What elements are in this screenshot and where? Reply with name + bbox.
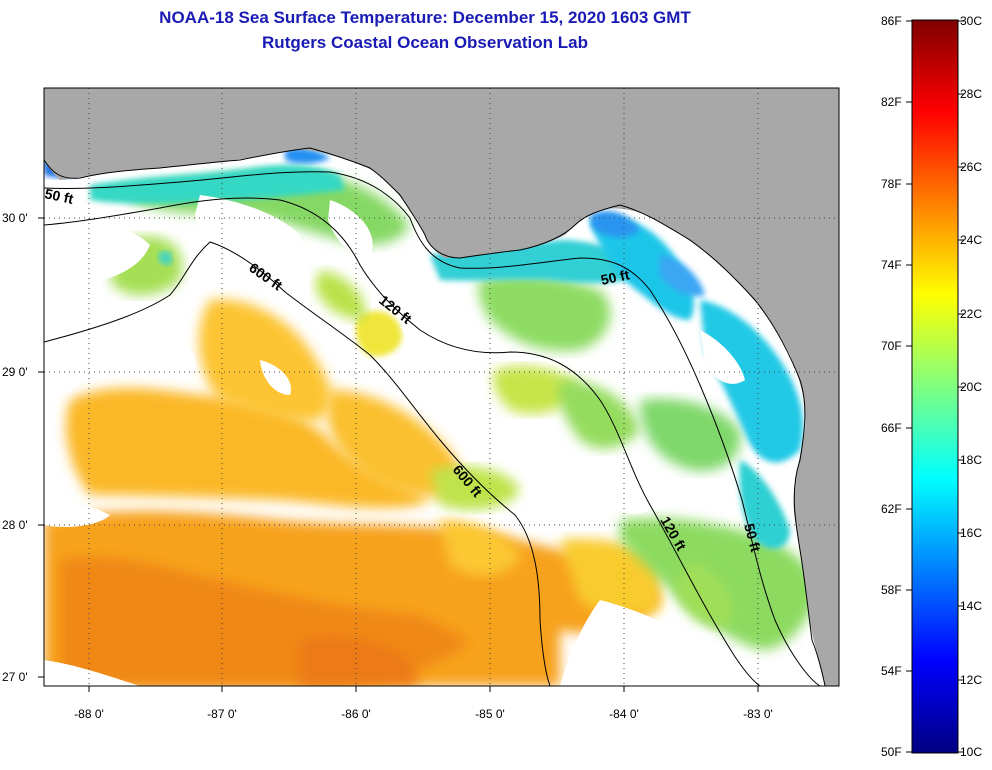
lat-label-28: 28 0' xyxy=(2,518,28,532)
colorbar-f-58: 58F xyxy=(881,583,902,597)
contour-600ft xyxy=(44,241,551,686)
colorbar-c-14: 14C xyxy=(960,599,982,613)
colorbar-f-70: 70F xyxy=(881,339,902,353)
colorbar-f-54: 54F xyxy=(881,664,902,678)
colorbar-c-12: 12C xyxy=(960,673,982,687)
colorbar-c-28: 28C xyxy=(960,87,982,101)
colorbar-c-22: 22C xyxy=(960,307,982,321)
lon-label-84: -84 0' xyxy=(609,707,639,721)
map-plot-area: 50 ft 600 ft 120 ft 50 ft 600 ft 120 ft … xyxy=(43,88,839,686)
colorbar-c-10: 10C xyxy=(960,745,982,759)
land-mass xyxy=(44,88,839,686)
axis-ticks xyxy=(38,217,759,692)
colorbar-c-30: 30C xyxy=(960,14,982,28)
colorbar-f-66: 66F xyxy=(881,421,902,435)
contour-120ft xyxy=(44,197,761,686)
colorbar-f-50: 50F xyxy=(881,745,902,759)
colorbar-f-62: 62F xyxy=(881,502,902,516)
bathymetry-contours xyxy=(44,171,821,686)
colorbar-c-18: 18C xyxy=(960,453,982,467)
lat-label-29: 29 0' xyxy=(2,365,28,379)
colorbar-f-74: 74F xyxy=(881,258,902,272)
colorbar-f-86: 86F xyxy=(881,14,902,28)
plot-frame xyxy=(43,87,840,687)
map-subtitle: Rutgers Coastal Ocean Observation Lab xyxy=(262,33,588,52)
contour-50ft xyxy=(44,171,821,686)
colorbar-c-20: 20C xyxy=(960,380,982,394)
colorbar-f-78: 78F xyxy=(881,177,902,191)
sst-data-layer xyxy=(44,136,820,686)
colorbar-c-24: 24C xyxy=(960,233,982,247)
lon-label-88: -88 0' xyxy=(74,707,104,721)
colorbar-c-16: 16C xyxy=(960,526,982,540)
lat-label-27: 27 0' xyxy=(2,670,28,684)
colorbar-gradient xyxy=(911,19,959,754)
map-title: NOAA-18 Sea Surface Temperature: Decembe… xyxy=(159,8,691,27)
colorbar: 86F 82F 78F 74F 70F 66F 62F 58F 54F 50F … xyxy=(881,14,982,759)
lon-label-83: -83 0' xyxy=(743,707,773,721)
contour-label-50ft-south: 50 ft xyxy=(741,522,764,554)
coastline xyxy=(44,147,826,686)
lon-label-86: -86 0' xyxy=(341,707,371,721)
contour-label-50ft-west: 50 ft xyxy=(43,185,75,207)
contour-label-50ft-east: 50 ft xyxy=(599,266,631,288)
lat-label-30: 30 0' xyxy=(2,211,28,225)
lon-label-87: -87 0' xyxy=(207,707,237,721)
colorbar-f-82: 82F xyxy=(881,95,902,109)
colorbar-c-26: 26C xyxy=(960,160,982,174)
lon-label-85: -85 0' xyxy=(475,707,505,721)
